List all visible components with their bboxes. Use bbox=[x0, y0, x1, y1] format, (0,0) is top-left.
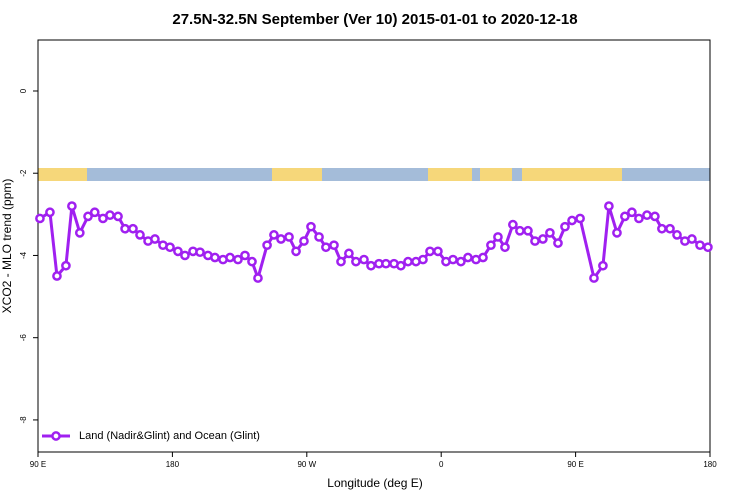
data-point bbox=[598, 260, 608, 271]
data-point bbox=[52, 271, 62, 281]
data-point bbox=[545, 227, 555, 238]
y-tick-label: -6 bbox=[19, 334, 28, 342]
data-point bbox=[135, 230, 145, 240]
data-point bbox=[359, 254, 369, 265]
data-point bbox=[329, 240, 339, 251]
data-point bbox=[180, 250, 190, 261]
data-point bbox=[128, 223, 138, 234]
data-point bbox=[456, 256, 466, 267]
data-point bbox=[612, 227, 622, 238]
x-tick-label: 0 bbox=[439, 460, 444, 469]
data-point bbox=[448, 254, 458, 265]
data-point bbox=[403, 256, 413, 267]
legend-label: Land (Nadir&Glint) and Ocean (Glint) bbox=[79, 430, 260, 442]
data-point bbox=[425, 246, 435, 257]
data-point bbox=[195, 247, 205, 258]
data-point bbox=[657, 223, 667, 234]
data-point bbox=[120, 223, 130, 234]
data-point bbox=[247, 256, 257, 267]
data-point bbox=[695, 240, 705, 251]
data-point bbox=[381, 258, 391, 269]
data-point bbox=[530, 236, 540, 246]
data-point bbox=[35, 213, 45, 224]
data-point bbox=[687, 234, 697, 244]
data-point bbox=[336, 256, 346, 267]
x-axis-label: Longitude (deg E) bbox=[327, 476, 422, 490]
data-point bbox=[269, 230, 279, 240]
data-point bbox=[493, 232, 503, 242]
data-point bbox=[262, 240, 272, 251]
data-point bbox=[314, 232, 324, 242]
data-point bbox=[523, 225, 533, 236]
data-point bbox=[299, 236, 309, 246]
data-point bbox=[344, 248, 354, 259]
x-tick-label: 180 bbox=[166, 460, 180, 469]
data-point bbox=[225, 252, 235, 263]
data-point bbox=[515, 225, 525, 236]
data-point bbox=[486, 240, 496, 251]
y-tick-label: -8 bbox=[19, 416, 28, 424]
x-tick-label: 90 E bbox=[567, 460, 583, 469]
data-point bbox=[500, 242, 510, 253]
data-point bbox=[67, 201, 77, 211]
data-point bbox=[650, 211, 660, 222]
data-point bbox=[560, 221, 570, 232]
data-point bbox=[665, 223, 675, 234]
data-point bbox=[703, 242, 713, 253]
data-point bbox=[463, 252, 473, 263]
x-tick-label: 180 bbox=[703, 460, 717, 469]
data-point bbox=[173, 246, 183, 257]
y-tick-label: 0 bbox=[19, 88, 28, 93]
data-point bbox=[89, 207, 100, 218]
data-point bbox=[396, 260, 406, 271]
y-tick-label: -2 bbox=[19, 169, 28, 177]
data-point bbox=[418, 254, 428, 265]
data-point bbox=[210, 252, 220, 263]
data-point bbox=[45, 207, 55, 218]
data-point bbox=[567, 215, 577, 226]
data-point bbox=[575, 213, 585, 224]
land-mask bbox=[38, 168, 710, 181]
data-point bbox=[538, 234, 548, 244]
y-axis-label: XCO2 - MLO trend (ppm) bbox=[0, 179, 14, 314]
y-tick-label: -4 bbox=[19, 251, 28, 259]
data-point bbox=[165, 242, 175, 253]
data-point bbox=[321, 242, 331, 253]
x-tick-label: 90 W bbox=[297, 460, 316, 469]
data-point bbox=[113, 211, 123, 222]
plot-frame bbox=[37, 39, 711, 453]
data-point bbox=[553, 238, 563, 248]
data-point bbox=[253, 273, 263, 283]
data-point bbox=[233, 254, 243, 265]
data-point bbox=[74, 227, 85, 238]
data-point bbox=[642, 210, 652, 221]
data-point bbox=[589, 273, 599, 283]
data-point bbox=[61, 260, 71, 271]
data-point bbox=[478, 252, 488, 263]
data-point bbox=[620, 211, 630, 222]
data-point bbox=[672, 230, 682, 240]
data-point bbox=[291, 246, 301, 257]
data-point bbox=[240, 250, 250, 261]
data-point bbox=[627, 207, 637, 218]
data-point bbox=[284, 232, 294, 242]
legend-marker bbox=[51, 431, 61, 441]
x-tick-label: 90 E bbox=[30, 460, 46, 469]
data-point bbox=[433, 246, 443, 257]
data-point bbox=[366, 260, 376, 271]
chart-title: 27.5N-32.5N September (Ver 10) 2015-01-0… bbox=[172, 11, 577, 28]
data-point bbox=[634, 213, 644, 224]
data-point bbox=[306, 221, 316, 232]
data-point bbox=[83, 211, 93, 222]
data-point bbox=[150, 234, 160, 244]
data-point bbox=[508, 219, 518, 230]
data-point bbox=[351, 256, 361, 267]
data-point bbox=[105, 210, 115, 221]
data-point bbox=[276, 234, 286, 244]
data-point bbox=[604, 201, 614, 211]
